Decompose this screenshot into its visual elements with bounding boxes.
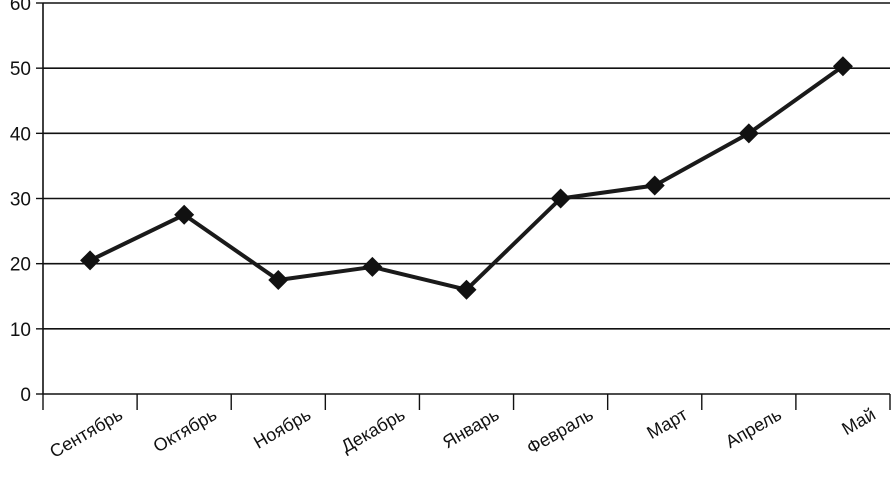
data-point-marker <box>456 279 477 300</box>
data-point-marker <box>362 256 383 277</box>
y-tick-label: 30 <box>10 190 31 211</box>
y-tick-label: 10 <box>10 320 31 341</box>
data-point-marker <box>80 250 101 271</box>
y-tick-label: 40 <box>10 124 31 145</box>
y-tick-label: 50 <box>10 59 31 80</box>
y-tick-label: 60 <box>10 0 31 15</box>
x-tick-label: Январь <box>439 404 502 452</box>
x-tick-label: Ноябрь <box>250 404 314 453</box>
x-tick-label: Май <box>838 404 879 439</box>
data-point-marker <box>832 56 853 77</box>
x-tick-label: Декабрь <box>338 404 409 456</box>
series-line <box>89 64 845 292</box>
x-tick-label: Март <box>643 404 690 443</box>
y-tick-label: 0 <box>20 385 31 406</box>
data-point-marker <box>644 175 665 196</box>
data-point-marker <box>550 188 571 209</box>
y-tick-label: 20 <box>10 255 31 276</box>
data-point-marker <box>738 123 759 144</box>
x-tick-label: Апрель <box>722 404 785 452</box>
data-point-marker <box>174 204 195 225</box>
data-point-marker <box>268 269 289 290</box>
x-tick-label: Сентябрь <box>46 404 126 462</box>
x-tick-label: Октябрь <box>150 404 220 456</box>
x-tick-label: Февраль <box>523 404 596 458</box>
